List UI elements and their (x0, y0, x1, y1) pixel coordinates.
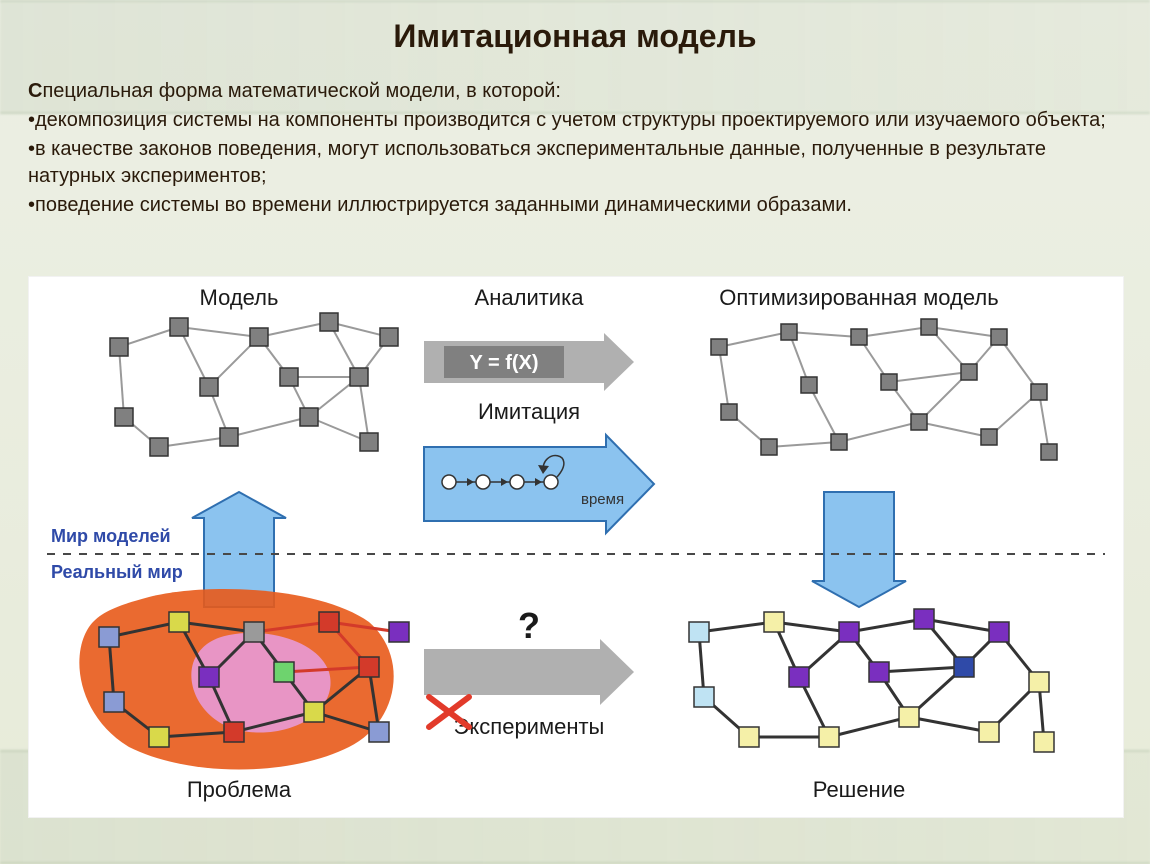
intro-lead-first: С (28, 80, 42, 102)
svg-text:Решение: Решение (813, 777, 906, 802)
svg-text:Реальный мир: Реальный мир (51, 562, 183, 582)
svg-text:Эксперименты: Эксперименты (454, 714, 605, 739)
intro-block: Специальная форма математической модели,… (28, 78, 1122, 219)
svg-text:Мир моделей: Мир моделей (51, 526, 171, 546)
intro-lead-rest: пециальная форма математической модели, … (42, 80, 561, 102)
svg-text:время: время (581, 491, 624, 508)
slide-title: Имитационная модель (0, 18, 1150, 55)
figure-svg: Модель Аналитика Оптимизированная модель Y … (29, 277, 1123, 817)
svg-text:?: ? (518, 605, 540, 646)
intro-bullet-2: •в качестве законов поведения, могут исп… (28, 136, 1122, 190)
svg-text:Имитация: Имитация (478, 399, 580, 424)
intro-bullet-1: •декомпозиция системы на компоненты прои… (28, 107, 1122, 134)
intro-bullet-3: •поведение системы во времени иллюстриру… (28, 192, 1122, 219)
svg-text:Оптимизированная модель: Оптимизированная модель (719, 285, 998, 310)
intro-lead: Специальная форма математической модели,… (28, 78, 1122, 105)
figure-panel: Модель Аналитика Оптимизированная модель Y … (28, 276, 1124, 818)
svg-text:Y = f(X): Y = f(X) (469, 352, 538, 374)
svg-text:Проблема: Проблема (187, 777, 292, 802)
svg-text:Аналитика: Аналитика (475, 285, 585, 310)
slide: Имитационная модель Специальная форма ма… (0, 0, 1150, 864)
svg-text:Модель: Модель (200, 285, 279, 310)
